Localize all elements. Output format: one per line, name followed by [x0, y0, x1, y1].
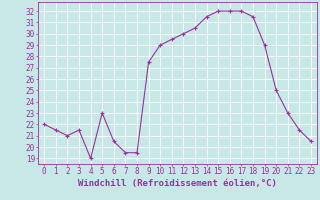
X-axis label: Windchill (Refroidissement éolien,°C): Windchill (Refroidissement éolien,°C): [78, 179, 277, 188]
